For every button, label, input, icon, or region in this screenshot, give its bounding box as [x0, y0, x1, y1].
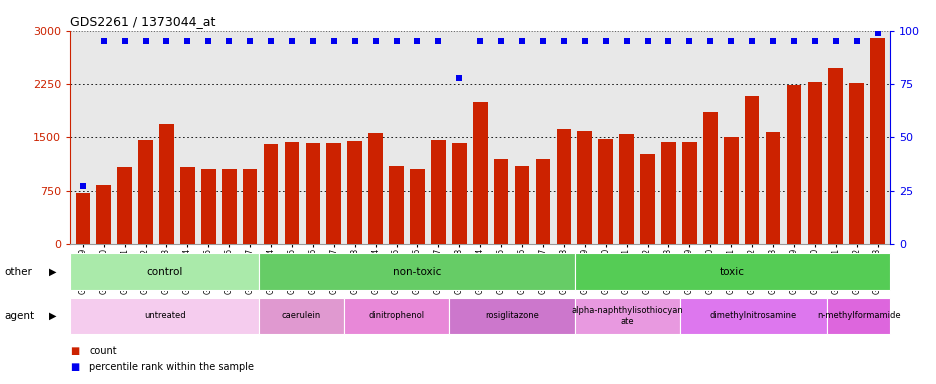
Text: untreated: untreated: [144, 311, 185, 320]
Bar: [744, 96, 758, 244]
Text: dinitrophenol: dinitrophenol: [368, 311, 424, 320]
Bar: [242, 169, 257, 244]
Bar: [117, 167, 132, 244]
Text: alpha-naphthylisothiocyan
ate: alpha-naphthylisothiocyan ate: [571, 306, 682, 326]
Text: caerulein: caerulein: [282, 311, 321, 320]
Bar: [619, 134, 634, 244]
Text: ▶: ▶: [49, 311, 56, 321]
Bar: [702, 112, 717, 244]
Bar: [451, 143, 466, 244]
Bar: [285, 142, 299, 244]
Bar: [180, 167, 195, 244]
Bar: [388, 166, 403, 244]
Bar: [639, 154, 654, 244]
Text: ■: ■: [70, 362, 80, 372]
Bar: [493, 159, 508, 244]
Bar: [368, 133, 383, 244]
Bar: [765, 132, 780, 244]
Bar: [159, 124, 173, 244]
Bar: [76, 193, 90, 244]
Bar: [347, 141, 361, 244]
Bar: [681, 142, 696, 244]
Bar: [661, 142, 675, 244]
Bar: [535, 159, 549, 244]
Text: agent: agent: [5, 311, 35, 321]
Bar: [848, 83, 863, 244]
Bar: [870, 38, 884, 244]
Text: ■: ■: [70, 346, 80, 356]
Text: rosiglitazone: rosiglitazone: [484, 311, 538, 320]
Bar: [577, 131, 592, 244]
Bar: [807, 82, 821, 244]
Bar: [96, 185, 111, 244]
Bar: [431, 140, 446, 244]
Text: GDS2261 / 1373044_at: GDS2261 / 1373044_at: [70, 15, 215, 28]
Bar: [514, 166, 529, 244]
Text: count: count: [89, 346, 116, 356]
Text: non-toxic: non-toxic: [392, 266, 441, 277]
Bar: [598, 139, 612, 244]
Bar: [786, 85, 800, 244]
Text: dimethylnitrosamine: dimethylnitrosamine: [709, 311, 797, 320]
Bar: [305, 143, 320, 244]
Text: toxic: toxic: [719, 266, 744, 277]
Bar: [201, 169, 215, 244]
Text: control: control: [147, 266, 183, 277]
Bar: [139, 140, 153, 244]
Bar: [827, 68, 842, 244]
Text: percentile rank within the sample: percentile rank within the sample: [89, 362, 254, 372]
Bar: [473, 102, 487, 244]
Text: ▶: ▶: [49, 266, 56, 277]
Text: n-methylformamide: n-methylformamide: [816, 311, 899, 320]
Bar: [724, 137, 738, 244]
Text: other: other: [5, 266, 33, 277]
Bar: [326, 143, 341, 244]
Bar: [263, 144, 278, 244]
Bar: [556, 129, 571, 244]
Bar: [410, 169, 424, 244]
Bar: [222, 169, 236, 244]
